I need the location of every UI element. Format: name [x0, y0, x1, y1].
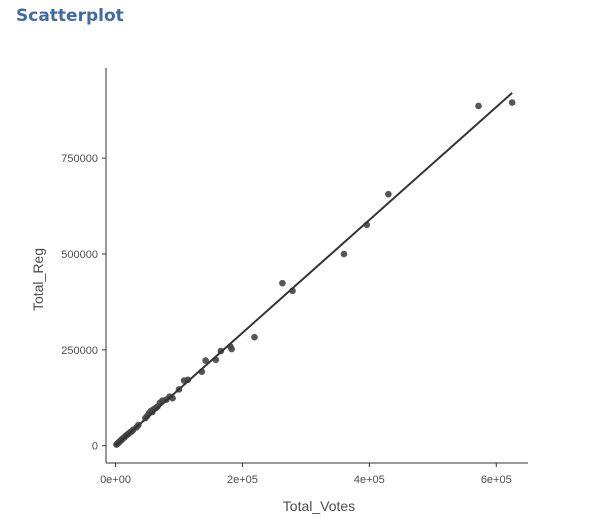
x-tick-label: 0e+00: [100, 474, 131, 486]
y-tick-label: 750000: [61, 153, 98, 165]
data-point: [508, 99, 516, 106]
y-tick-label: 500000: [61, 249, 98, 261]
x-tick-label: 2e+05: [227, 474, 258, 486]
data-point: [251, 333, 258, 341]
y-axis-ticks: 0 250000 500000 750000: [61, 153, 106, 453]
data-points: [113, 99, 516, 448]
data-point: [475, 102, 482, 110]
data-point: [340, 250, 348, 258]
data-point: [228, 345, 235, 353]
data-point: [385, 190, 392, 198]
x-axis-title: Total_Votes: [283, 498, 355, 514]
data-point: [279, 279, 286, 287]
data-point: [202, 357, 209, 364]
y-axis-title: Total_Reg: [30, 248, 46, 311]
trend-line: [114, 92, 513, 447]
x-tick-label: 6e+05: [481, 474, 512, 486]
y-tick-label: 250000: [61, 345, 98, 357]
y-tick-label: 0: [92, 441, 98, 453]
x-tick-label: 4e+05: [354, 474, 385, 486]
x-axis-ticks: 0e+00 2e+05 4e+05 6e+05: [100, 463, 512, 486]
data-point: [184, 376, 192, 384]
page-title: Scatterplot: [16, 6, 124, 26]
